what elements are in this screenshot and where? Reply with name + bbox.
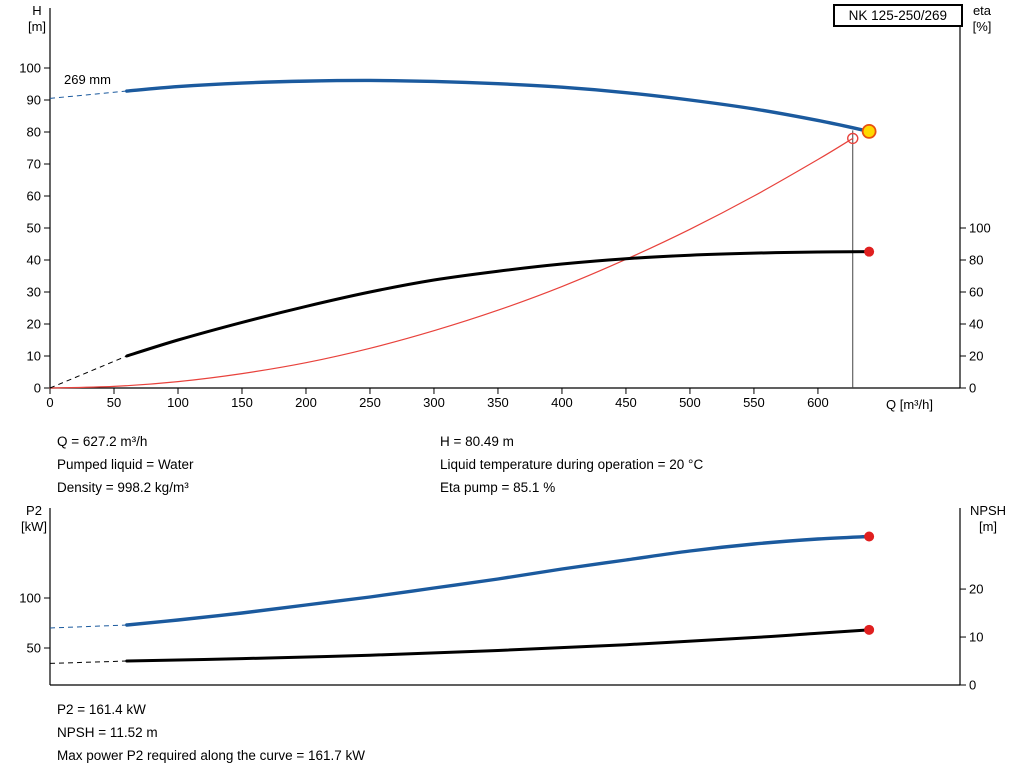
info-line-p2: P2 = 161.4 kW <box>57 702 146 717</box>
tick-label: 550 <box>743 395 765 410</box>
y-left-axis-title: H <box>32 3 41 18</box>
tick-label: 40 <box>969 317 983 332</box>
p2-npsh-chart: 50 100 0 10 20 P2[kW] NPSH[m] <box>19 503 1006 693</box>
y-right-axis-title: [%] <box>973 19 992 34</box>
eta-curve-dashed-lead <box>49 355 127 389</box>
tick-label: 100 <box>969 221 991 236</box>
eta-curve <box>125 250 871 358</box>
duty-info-left: Q = 627.2 m³/h Pumped liquid = Water Den… <box>57 430 193 499</box>
tick-label: 60 <box>969 285 983 300</box>
tick-label: 10 <box>27 349 41 364</box>
tick-label: 80 <box>27 125 41 140</box>
tick-label: 200 <box>295 395 317 410</box>
tick-label: 100 <box>19 61 41 76</box>
y-right-axis-title: [m] <box>979 519 997 534</box>
tick-label: 300 <box>423 395 445 410</box>
y-left-axis-title: [m] <box>28 19 46 34</box>
npsh-curve <box>125 628 871 663</box>
tick-label: 600 <box>807 395 829 410</box>
tick-label: 350 <box>487 395 509 410</box>
info-line-npsh: NPSH = 11.52 m <box>57 725 158 740</box>
tick-label: 80 <box>969 253 983 268</box>
tick-label: 0 <box>969 678 976 693</box>
tick-label: 0 <box>46 395 53 410</box>
npsh-curve-dashed-lead <box>49 660 127 664</box>
impeller-size-label: 269 mm <box>64 72 111 87</box>
y-left-axis-title: P2 <box>26 503 42 518</box>
info-line-h: H = 80.49 m <box>440 434 514 449</box>
tick-label: 0 <box>34 381 41 396</box>
p2-curve <box>125 534 871 627</box>
tick-label: 30 <box>27 285 41 300</box>
power-info: P2 = 161.4 kW NPSH = 11.52 m Max power P… <box>57 698 365 767</box>
head-curve-dashed-lead <box>49 90 127 99</box>
tick-label: 500 <box>679 395 701 410</box>
tick-label: 10 <box>969 630 983 645</box>
info-line-q: Q = 627.2 m³/h <box>57 434 148 449</box>
tick-label: 100 <box>167 395 189 410</box>
pump-model-badge: NK 125-250/269 <box>832 4 963 27</box>
info-line-eta: Eta pump = 85.1 % <box>440 480 556 495</box>
system-curve <box>49 137 854 389</box>
tick-label: 20 <box>969 582 983 597</box>
info-line-liquid: Pumped liquid = Water <box>57 457 194 472</box>
duty-spec-open-circle <box>847 132 859 145</box>
npsh-end-dot <box>864 624 875 635</box>
tick-label: 20 <box>27 317 41 332</box>
tick-label: 50 <box>107 395 121 410</box>
head-curve <box>125 78 871 134</box>
tick-label: 60 <box>27 189 41 204</box>
tick-label: 40 <box>27 253 41 268</box>
tick-label: 20 <box>969 349 983 364</box>
info-line-density: Density = 998.2 kg/m³ <box>57 480 189 495</box>
p2-curve-dashed-lead <box>49 624 127 629</box>
tick-label: 250 <box>359 395 381 410</box>
tick-label: 90 <box>27 93 41 108</box>
x-axis-unit-label: Q [m³/h] <box>886 397 933 412</box>
tick-label: 70 <box>27 157 41 172</box>
y-right-axis-title: eta <box>973 3 992 18</box>
duty-info-right: H = 80.49 m Liquid temperature during op… <box>440 430 703 499</box>
tick-label: 150 <box>231 395 253 410</box>
tick-label: 0 <box>969 381 976 396</box>
tick-label: 450 <box>615 395 637 410</box>
eta-end-dot <box>864 246 875 257</box>
tick-label: 50 <box>27 221 41 236</box>
hq-eta-chart: 0 10 20 30 40 50 60 70 80 90 100 0 20 40 60 80 100 0 50 100… <box>19 3 992 412</box>
tick-label: 100 <box>19 591 41 606</box>
p2-end-dot <box>864 531 875 542</box>
info-line-maxpower: Max power P2 required along the curve = … <box>57 748 366 763</box>
y-left-axis-title: [kW] <box>21 519 47 534</box>
info-line-temperature: Liquid temperature during operation = 20… <box>440 457 704 472</box>
tick-label: 50 <box>27 641 41 656</box>
duty-point-marker <box>861 123 877 139</box>
y-right-axis-title: NPSH <box>970 503 1006 518</box>
tick-label: 400 <box>551 395 573 410</box>
